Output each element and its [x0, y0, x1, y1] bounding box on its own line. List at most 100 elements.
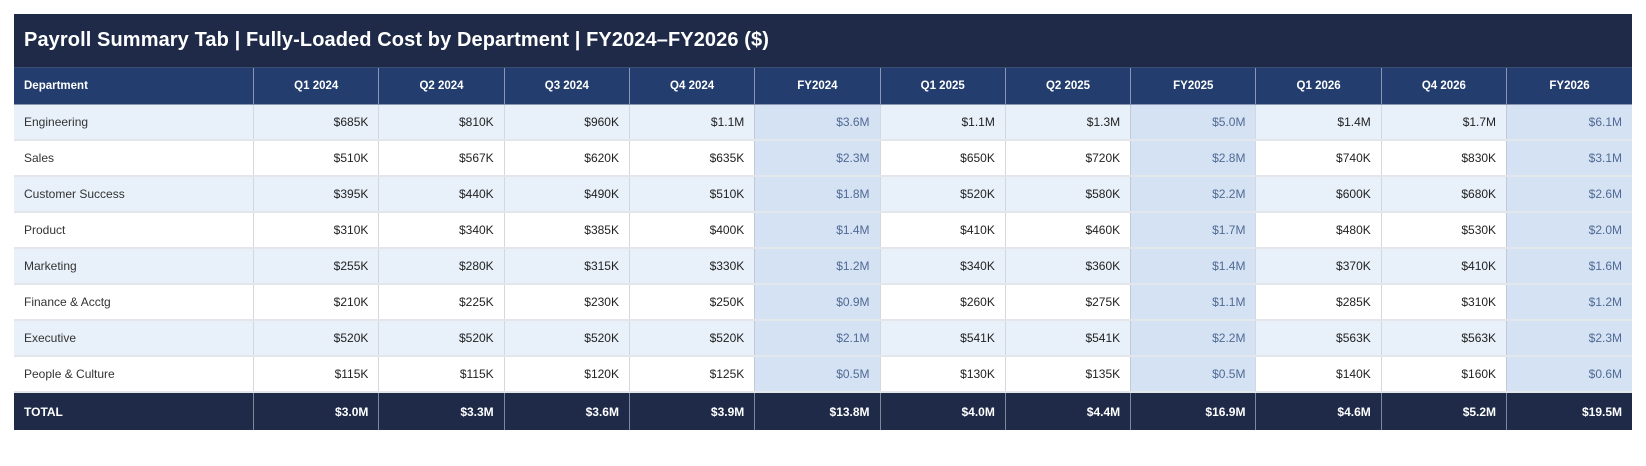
- fy-total-cell[interactable]: $1.7M: [1130, 212, 1256, 249]
- quarter-value-cell[interactable]: $340K: [378, 212, 505, 249]
- quarter-value-cell[interactable]: $280K: [378, 248, 505, 285]
- column-header-q3-2024[interactable]: Q3 2024: [503, 68, 630, 105]
- quarter-value-cell[interactable]: $330K: [628, 248, 755, 285]
- quarter-value-cell[interactable]: $225K: [378, 284, 505, 321]
- total-cell[interactable]: $4.0M: [879, 391, 1006, 430]
- fy-total-cell[interactable]: $2.8M: [1130, 140, 1256, 177]
- quarter-value-cell[interactable]: $260K: [879, 284, 1006, 321]
- quarter-value-cell[interactable]: $410K: [1380, 248, 1507, 285]
- total-cell[interactable]: $13.8M: [754, 391, 881, 430]
- quarter-value-cell[interactable]: $600K: [1255, 176, 1382, 213]
- quarter-value-cell[interactable]: $310K: [253, 212, 379, 249]
- total-cell[interactable]: $16.9M: [1130, 391, 1256, 430]
- quarter-value-cell[interactable]: $530K: [1380, 212, 1507, 249]
- department-cell[interactable]: Marketing: [14, 248, 254, 285]
- quarter-value-cell[interactable]: $360K: [1004, 248, 1131, 285]
- column-header-q2-2025[interactable]: Q2 2025: [1004, 68, 1131, 105]
- quarter-value-cell[interactable]: $255K: [253, 248, 379, 285]
- quarter-value-cell[interactable]: $1.1M: [879, 104, 1006, 141]
- quarter-value-cell[interactable]: $130K: [879, 356, 1006, 393]
- quarter-value-cell[interactable]: $740K: [1255, 140, 1382, 177]
- quarter-value-cell[interactable]: $125K: [628, 356, 755, 393]
- quarter-value-cell[interactable]: $410K: [879, 212, 1006, 249]
- fy-total-cell[interactable]: $2.6M: [1506, 176, 1632, 213]
- total-cell[interactable]: $3.0M: [253, 391, 379, 430]
- fy-total-cell[interactable]: $2.3M: [1506, 320, 1632, 357]
- fy-total-cell[interactable]: $2.2M: [1130, 176, 1256, 213]
- quarter-value-cell[interactable]: $385K: [503, 212, 630, 249]
- fy-total-cell[interactable]: $1.8M: [754, 176, 881, 213]
- quarter-value-cell[interactable]: $210K: [253, 284, 379, 321]
- quarter-value-cell[interactable]: $520K: [503, 320, 630, 357]
- quarter-value-cell[interactable]: $140K: [1255, 356, 1382, 393]
- total-cell[interactable]: $19.5M: [1506, 391, 1632, 430]
- quarter-value-cell[interactable]: $1.7M: [1380, 104, 1507, 141]
- fy-total-cell[interactable]: $1.2M: [754, 248, 881, 285]
- quarter-value-cell[interactable]: $520K: [253, 320, 379, 357]
- department-cell[interactable]: Sales: [14, 140, 254, 177]
- quarter-value-cell[interactable]: $275K: [1004, 284, 1131, 321]
- total-cell[interactable]: $3.9M: [628, 391, 755, 430]
- quarter-value-cell[interactable]: $520K: [879, 176, 1006, 213]
- quarter-value-cell[interactable]: $520K: [628, 320, 755, 357]
- quarter-value-cell[interactable]: $541K: [1004, 320, 1131, 357]
- column-header-q1-2025[interactable]: Q1 2025: [879, 68, 1006, 105]
- quarter-value-cell[interactable]: $115K: [253, 356, 379, 393]
- column-header-q1-2024[interactable]: Q1 2024: [253, 68, 379, 105]
- quarter-value-cell[interactable]: $490K: [503, 176, 630, 213]
- quarter-value-cell[interactable]: $830K: [1380, 140, 1507, 177]
- department-cell[interactable]: Product: [14, 212, 254, 249]
- fy-total-cell[interactable]: $0.6M: [1506, 356, 1632, 393]
- fy-total-cell[interactable]: $3.6M: [754, 104, 881, 141]
- quarter-value-cell[interactable]: $810K: [378, 104, 505, 141]
- column-header-department[interactable]: Department: [14, 68, 254, 105]
- quarter-value-cell[interactable]: $680K: [1380, 176, 1507, 213]
- fy-total-cell[interactable]: $1.4M: [754, 212, 881, 249]
- quarter-value-cell[interactable]: $395K: [253, 176, 379, 213]
- quarter-value-cell[interactable]: $460K: [1004, 212, 1131, 249]
- quarter-value-cell[interactable]: $115K: [378, 356, 505, 393]
- quarter-value-cell[interactable]: $580K: [1004, 176, 1131, 213]
- department-cell[interactable]: Executive: [14, 320, 254, 357]
- quarter-value-cell[interactable]: $120K: [503, 356, 630, 393]
- fy-total-cell[interactable]: $3.1M: [1506, 140, 1632, 177]
- total-cell[interactable]: $5.2M: [1380, 391, 1507, 430]
- total-cell[interactable]: $4.6M: [1255, 391, 1382, 430]
- quarter-value-cell[interactable]: $135K: [1004, 356, 1131, 393]
- fy-total-cell[interactable]: $2.3M: [754, 140, 881, 177]
- column-header-q2-2024[interactable]: Q2 2024: [378, 68, 505, 105]
- quarter-value-cell[interactable]: $315K: [503, 248, 630, 285]
- fy-total-cell[interactable]: $1.2M: [1506, 284, 1632, 321]
- fy-total-cell[interactable]: $0.5M: [1130, 356, 1256, 393]
- column-header-q1-2026[interactable]: Q1 2026: [1255, 68, 1382, 105]
- quarter-value-cell[interactable]: $1.4M: [1255, 104, 1382, 141]
- total-cell[interactable]: $3.3M: [378, 391, 505, 430]
- quarter-value-cell[interactable]: $510K: [628, 176, 755, 213]
- quarter-value-cell[interactable]: $510K: [253, 140, 379, 177]
- department-cell[interactable]: People & Culture: [14, 356, 254, 393]
- quarter-value-cell[interactable]: $285K: [1255, 284, 1382, 321]
- quarter-value-cell[interactable]: $563K: [1380, 320, 1507, 357]
- fy-total-cell[interactable]: $2.0M: [1506, 212, 1632, 249]
- quarter-value-cell[interactable]: $620K: [503, 140, 630, 177]
- column-header-q4-2024[interactable]: Q4 2024: [628, 68, 755, 105]
- quarter-value-cell[interactable]: $370K: [1255, 248, 1382, 285]
- fy-total-cell[interactable]: $6.1M: [1506, 104, 1632, 141]
- quarter-value-cell[interactable]: $400K: [628, 212, 755, 249]
- quarter-value-cell[interactable]: $440K: [378, 176, 505, 213]
- quarter-value-cell[interactable]: $520K: [378, 320, 505, 357]
- quarter-value-cell[interactable]: $160K: [1380, 356, 1507, 393]
- fy-total-cell[interactable]: $2.1M: [754, 320, 881, 357]
- column-header-q4-2026[interactable]: Q4 2026: [1380, 68, 1507, 105]
- fy-total-cell[interactable]: $1.1M: [1130, 284, 1256, 321]
- fy-total-cell[interactable]: $2.2M: [1130, 320, 1256, 357]
- quarter-value-cell[interactable]: $340K: [879, 248, 1006, 285]
- fy-total-cell[interactable]: $5.0M: [1130, 104, 1256, 141]
- fy-total-cell[interactable]: $0.5M: [754, 356, 881, 393]
- quarter-value-cell[interactable]: $960K: [503, 104, 630, 141]
- quarter-value-cell[interactable]: $230K: [503, 284, 630, 321]
- department-cell[interactable]: Finance & Acctg: [14, 284, 254, 321]
- column-header-fy2026[interactable]: FY2026: [1506, 68, 1632, 105]
- department-cell[interactable]: Engineering: [14, 104, 254, 141]
- quarter-value-cell[interactable]: $1.3M: [1004, 104, 1131, 141]
